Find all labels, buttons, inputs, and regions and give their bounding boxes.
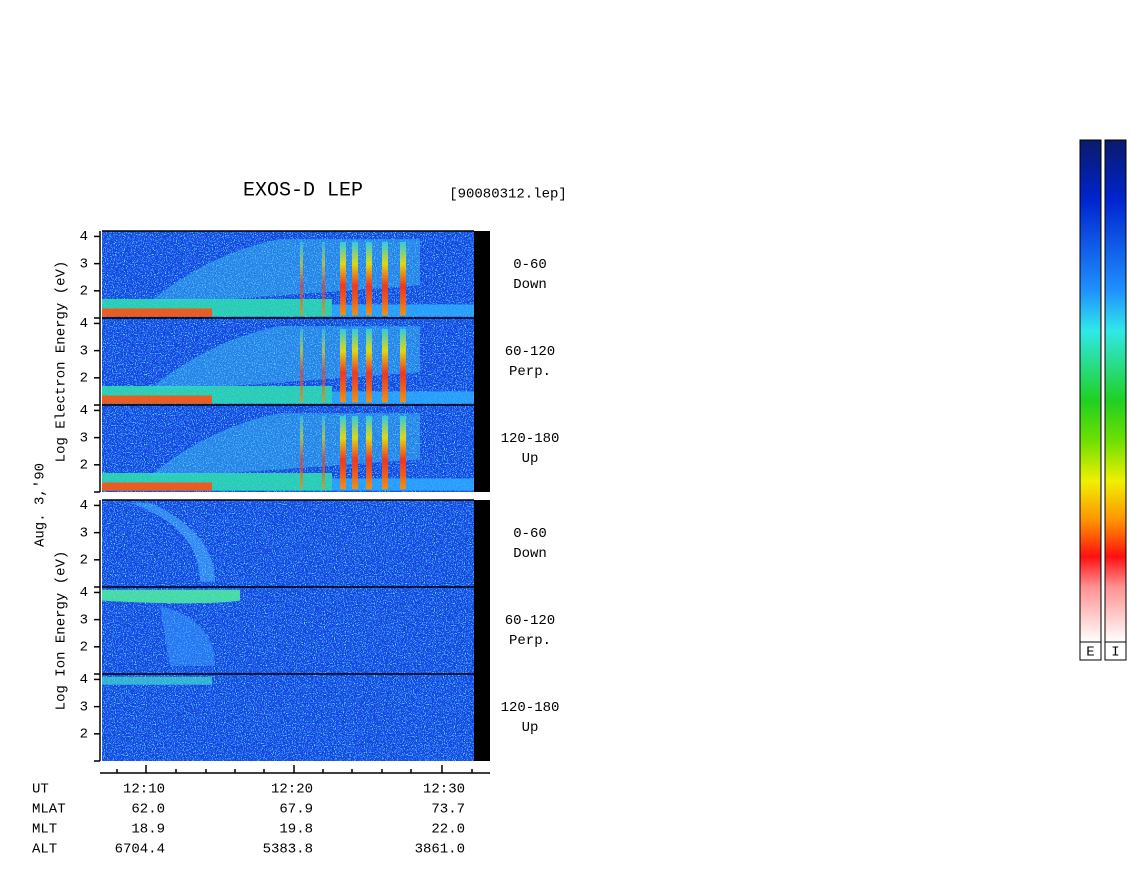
channel-direction: Down bbox=[513, 277, 547, 293]
channel-range: 120-180 bbox=[501, 700, 560, 716]
channel-direction: Down bbox=[513, 546, 547, 562]
y-axis-label: Log Electron Energy (eV) bbox=[54, 261, 70, 463]
electron-burst bbox=[322, 415, 325, 490]
electron-burst bbox=[400, 241, 406, 316]
orbit-cell: 62.0 bbox=[131, 802, 165, 818]
y-tick-label: 4 bbox=[80, 229, 88, 245]
y-tick-label: 3 bbox=[80, 256, 88, 272]
electron-burst bbox=[382, 241, 388, 316]
electron-burst bbox=[400, 415, 406, 490]
channel-range: 120-180 bbox=[501, 431, 560, 447]
electron-burst bbox=[340, 241, 346, 316]
electron-burst bbox=[400, 328, 406, 403]
orbit-cell: 12:10 bbox=[123, 782, 165, 798]
colorbar-label: E bbox=[1086, 645, 1094, 661]
orbit-row-label: ALT bbox=[32, 842, 57, 858]
electron-burst bbox=[322, 328, 325, 403]
electron-burst bbox=[340, 415, 346, 490]
electron-core bbox=[102, 395, 212, 404]
channel-direction: Perp. bbox=[509, 633, 551, 649]
orbit-cell: 67.9 bbox=[279, 802, 313, 818]
y-axis-label: Log Ion Energy (eV) bbox=[54, 551, 70, 711]
y-tick-label: 3 bbox=[80, 343, 88, 359]
channel-direction: Up bbox=[522, 720, 539, 736]
electron-burst bbox=[382, 328, 388, 403]
y-tick-label: 3 bbox=[80, 612, 88, 628]
orbit-row-label: UT bbox=[32, 782, 49, 798]
y-tick-label: 4 bbox=[80, 316, 88, 332]
electron-burst bbox=[340, 328, 346, 403]
electron-burst bbox=[352, 328, 358, 403]
date-label: Aug. 3,'90 bbox=[33, 463, 49, 547]
orbit-cell: 3861.0 bbox=[415, 842, 465, 858]
orbit-row-label: MLAT bbox=[32, 802, 66, 818]
y-tick-label: 2 bbox=[80, 371, 88, 387]
missing-data bbox=[474, 674, 490, 761]
ion-arc bbox=[130, 502, 215, 582]
colorbar-label: I bbox=[1111, 645, 1119, 661]
orbit-cell: 22.0 bbox=[431, 822, 465, 838]
ion-band bbox=[102, 676, 212, 685]
y-tick-label: 4 bbox=[80, 498, 88, 514]
electron-burst bbox=[300, 328, 303, 403]
colorbar-label-box bbox=[1079, 641, 1102, 661]
spectrogram-noise bbox=[102, 674, 474, 761]
electron-burst bbox=[322, 241, 325, 316]
orbit-cell: 12:20 bbox=[271, 782, 313, 798]
ion-band bbox=[102, 589, 240, 604]
missing-data bbox=[474, 587, 490, 674]
missing-data bbox=[474, 405, 490, 492]
file-label: [90080312.lep] bbox=[449, 187, 567, 203]
electron-burst bbox=[352, 415, 358, 490]
y-tick-label: 2 bbox=[80, 727, 88, 743]
chart-title: EXOS-D LEP bbox=[243, 179, 363, 202]
channel-range: 60-120 bbox=[505, 344, 555, 360]
electron-burst bbox=[366, 328, 372, 403]
y-tick-label: 3 bbox=[80, 430, 88, 446]
electron-core bbox=[102, 308, 212, 317]
missing-data bbox=[474, 318, 490, 405]
electron-burst bbox=[300, 241, 303, 316]
channel-range: 0-60 bbox=[513, 257, 547, 273]
colorbar bbox=[1104, 139, 1127, 643]
channel-range: 60-120 bbox=[505, 613, 555, 629]
orbit-cell: 18.9 bbox=[131, 822, 165, 838]
electron-core bbox=[102, 482, 212, 491]
y-tick-label: 3 bbox=[80, 699, 88, 715]
y-tick-label: 4 bbox=[80, 403, 88, 419]
y-tick-label: 2 bbox=[80, 553, 88, 569]
orbit-cell: 73.7 bbox=[431, 802, 465, 818]
y-tick-label: 2 bbox=[80, 284, 88, 300]
missing-data bbox=[474, 500, 490, 587]
channel-direction: Perp. bbox=[509, 364, 551, 380]
electron-burst bbox=[366, 415, 372, 490]
electron-burst bbox=[382, 415, 388, 490]
electron-burst bbox=[366, 241, 372, 316]
colorbar-label-box bbox=[1104, 641, 1127, 661]
orbit-row-label: MLT bbox=[32, 822, 57, 838]
electron-burst bbox=[300, 415, 303, 490]
y-tick-label: 2 bbox=[80, 458, 88, 474]
missing-data bbox=[474, 231, 490, 318]
channel-range: 0-60 bbox=[513, 526, 547, 542]
y-tick-label: 4 bbox=[80, 585, 88, 601]
channel-direction: Up bbox=[522, 451, 539, 467]
orbit-cell: 6704.4 bbox=[115, 842, 165, 858]
colorbar bbox=[1079, 139, 1102, 643]
orbit-cell: 19.8 bbox=[279, 822, 313, 838]
orbit-cell: 5383.8 bbox=[263, 842, 313, 858]
y-tick-label: 2 bbox=[80, 640, 88, 656]
y-tick-label: 4 bbox=[80, 672, 88, 688]
y-tick-label: 3 bbox=[80, 525, 88, 541]
ion-arc bbox=[160, 606, 215, 666]
orbit-cell: 12:30 bbox=[423, 782, 465, 798]
electron-burst bbox=[352, 241, 358, 316]
